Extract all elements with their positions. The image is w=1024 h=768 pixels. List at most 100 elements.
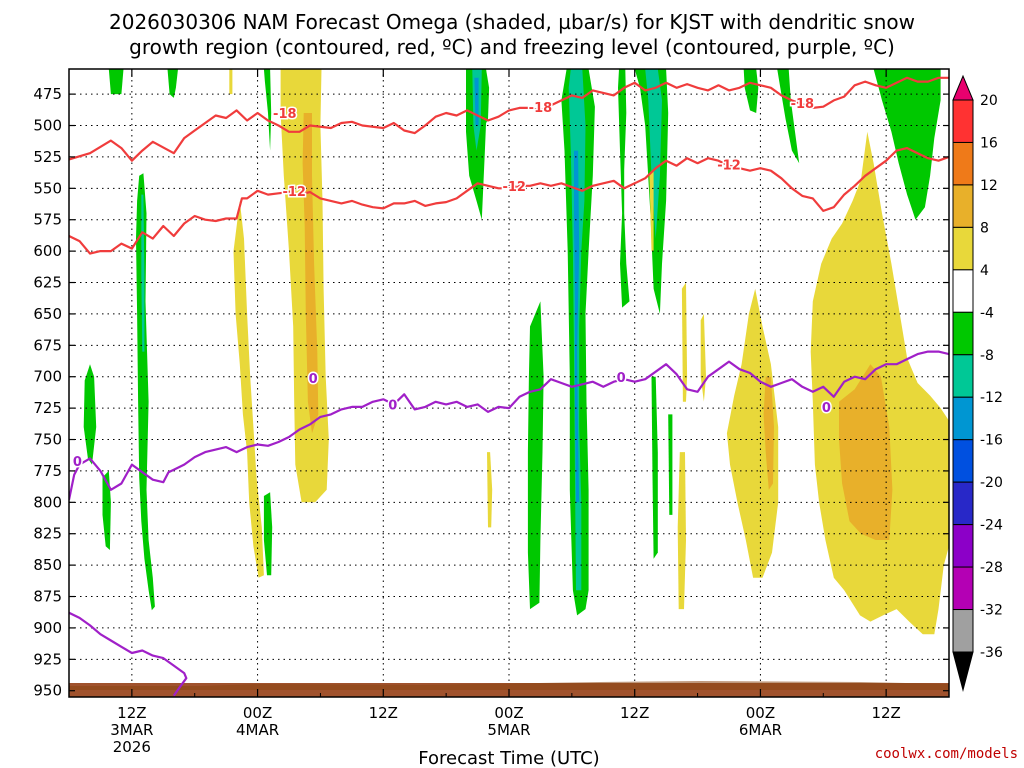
omega-region-26 — [229, 69, 233, 95]
x-axis-title: Forecast Time (UTC) — [418, 748, 599, 768]
contour-line-0 — [69, 76, 949, 162]
y-tick-label-800: 800 — [33, 493, 62, 511]
x-tick-label-1-1: 4MAR — [236, 721, 279, 739]
omega-region-0 — [108, 69, 124, 95]
gridlines — [69, 69, 949, 697]
y-tick-label-875: 875 — [33, 588, 62, 606]
omega-region-15 — [743, 69, 759, 113]
colorbar-label-6: -8 — [980, 348, 994, 364]
contour-label-4: -12 — [502, 180, 526, 195]
omega-shading-layer — [83, 69, 949, 635]
omega-region-25 — [233, 200, 264, 578]
contour-label-9: 0 — [617, 371, 626, 386]
colorbar-label-5: -4 — [980, 305, 994, 321]
contour-label-5: -12 — [717, 159, 741, 174]
x-tick-label-1-0: 00Z — [243, 704, 272, 722]
x-tick-label-3-0: 00Z — [494, 704, 523, 722]
colorbar-swatch-11 — [952, 566, 974, 611]
contour-label-0: -18 — [273, 107, 297, 122]
colorbar-swatch-10 — [952, 524, 974, 568]
x-tick-label-5-0: 00Z — [746, 704, 775, 722]
colorbar-label-3: 8 — [980, 220, 989, 236]
y-tick-label-500: 500 — [33, 117, 62, 135]
y-tick-label-575: 575 — [33, 211, 62, 229]
y-tick-label-725: 725 — [33, 399, 62, 417]
x-tick-label-0-2: 2026 — [113, 738, 151, 756]
colorbar-label-10: -24 — [980, 518, 1003, 534]
omega-region-21 — [645, 69, 662, 239]
omega-region-2 — [263, 69, 272, 151]
y-tick-label-625: 625 — [33, 274, 62, 292]
contour-layer — [69, 76, 949, 697]
omega-region-32 — [726, 288, 779, 578]
x-tick-label-0-1: 3MAR — [110, 721, 153, 739]
omega-region-17 — [873, 69, 941, 220]
colorbar-top-arrow — [952, 74, 974, 101]
contour-label-layer: -18 -18 -18 -12 -12 -12 0 0 0 0 0 — [71, 96, 832, 472]
contour-label-1: -18 — [529, 101, 553, 116]
colorbar-label-11: -28 — [980, 560, 1003, 576]
contour-line-1 — [69, 147, 949, 255]
omega-region-28 — [649, 169, 654, 252]
omega-region-5 — [102, 470, 111, 550]
colorbar-swatch-8 — [952, 439, 974, 483]
contour-label-2: -18 — [791, 97, 815, 112]
y-tick-label-650: 650 — [33, 305, 62, 323]
y-tick-label-950: 950 — [33, 682, 62, 700]
contour-label-10: 0 — [822, 401, 831, 416]
y-tick-label-675: 675 — [33, 336, 62, 354]
contour-label-3: -12 — [282, 185, 306, 200]
omega-region-31 — [677, 452, 686, 610]
terrain-ground-shade — [69, 681, 949, 690]
colorbar-label-0: 20 — [980, 93, 998, 109]
y-tick-label-525: 525 — [33, 148, 62, 166]
contour-line-3 — [69, 611, 188, 697]
colorbar-label-1: 16 — [980, 135, 998, 151]
omega-region-16 — [777, 69, 800, 164]
colorbar-label-9: -20 — [980, 475, 1003, 491]
colorbar-swatch-6 — [952, 354, 974, 398]
x-tick-label-0-0: 12Z — [117, 704, 146, 722]
contour-line-2 — [69, 350, 949, 501]
colorbar-swatch-7 — [952, 396, 974, 441]
chart-title-line-1: 2026030306 NAM Forecast Omega (shaded, µ… — [109, 10, 915, 34]
omega-region-23 — [574, 150, 580, 503]
colorbar-swatch-0 — [952, 99, 974, 143]
y-tick-label-825: 825 — [33, 525, 62, 543]
credit-text: coolwx.com/models — [875, 746, 1018, 762]
y-tick-label-750: 750 — [33, 431, 62, 449]
y-tick-label-850: 850 — [33, 556, 62, 574]
colorbar-swatch-1 — [952, 141, 974, 186]
y-tick-label-475: 475 — [33, 85, 62, 103]
y-tick-label-700: 700 — [33, 368, 62, 386]
colorbar-swatch-3 — [952, 226, 974, 271]
colorbar-bottom-arrow — [952, 651, 974, 692]
omega-region-13 — [651, 376, 658, 559]
y-tick-label-600: 600 — [33, 242, 62, 260]
contour-label-7: 0 — [309, 372, 318, 387]
omega-region-29 — [681, 282, 688, 402]
colorbar-label-12: -32 — [980, 603, 1003, 619]
colorbar-swatch-2 — [952, 184, 974, 228]
colorbar-label-4: 4 — [980, 263, 989, 279]
colorbar-label-7: -12 — [980, 390, 1003, 406]
omega-region-10 — [527, 301, 544, 610]
omega-region-8 — [484, 69, 490, 126]
colorbar: 20 16 12 8 4 -4 -8 -12 -16 -20 -24 -28 -32 -36 — [952, 74, 1003, 692]
colorbar-swatch-9 — [952, 481, 974, 526]
x-tick-label-5-1: 6MAR — [739, 721, 782, 739]
y-axis: 475 500 525 550 575 600 625 650 675 700 725 750 775 8… — [33, 85, 949, 700]
contour-label-8: 0 — [388, 399, 397, 414]
contour-label-6: 0 — [73, 455, 82, 470]
x-tick-label-6-0: 12Z — [871, 704, 900, 722]
colorbar-swatch-5 — [952, 311, 974, 356]
colorbar-label-13: -36 — [980, 645, 1003, 661]
colorbar-label-2: 12 — [980, 178, 998, 194]
y-tick-label-775: 775 — [33, 462, 62, 480]
colorbar-swatch-4 — [952, 269, 974, 313]
chart-title-line-2: growth region (contoured, red, ºC) and f… — [129, 35, 895, 59]
omega-region-1 — [167, 69, 178, 98]
y-tick-label-925: 925 — [33, 650, 62, 668]
